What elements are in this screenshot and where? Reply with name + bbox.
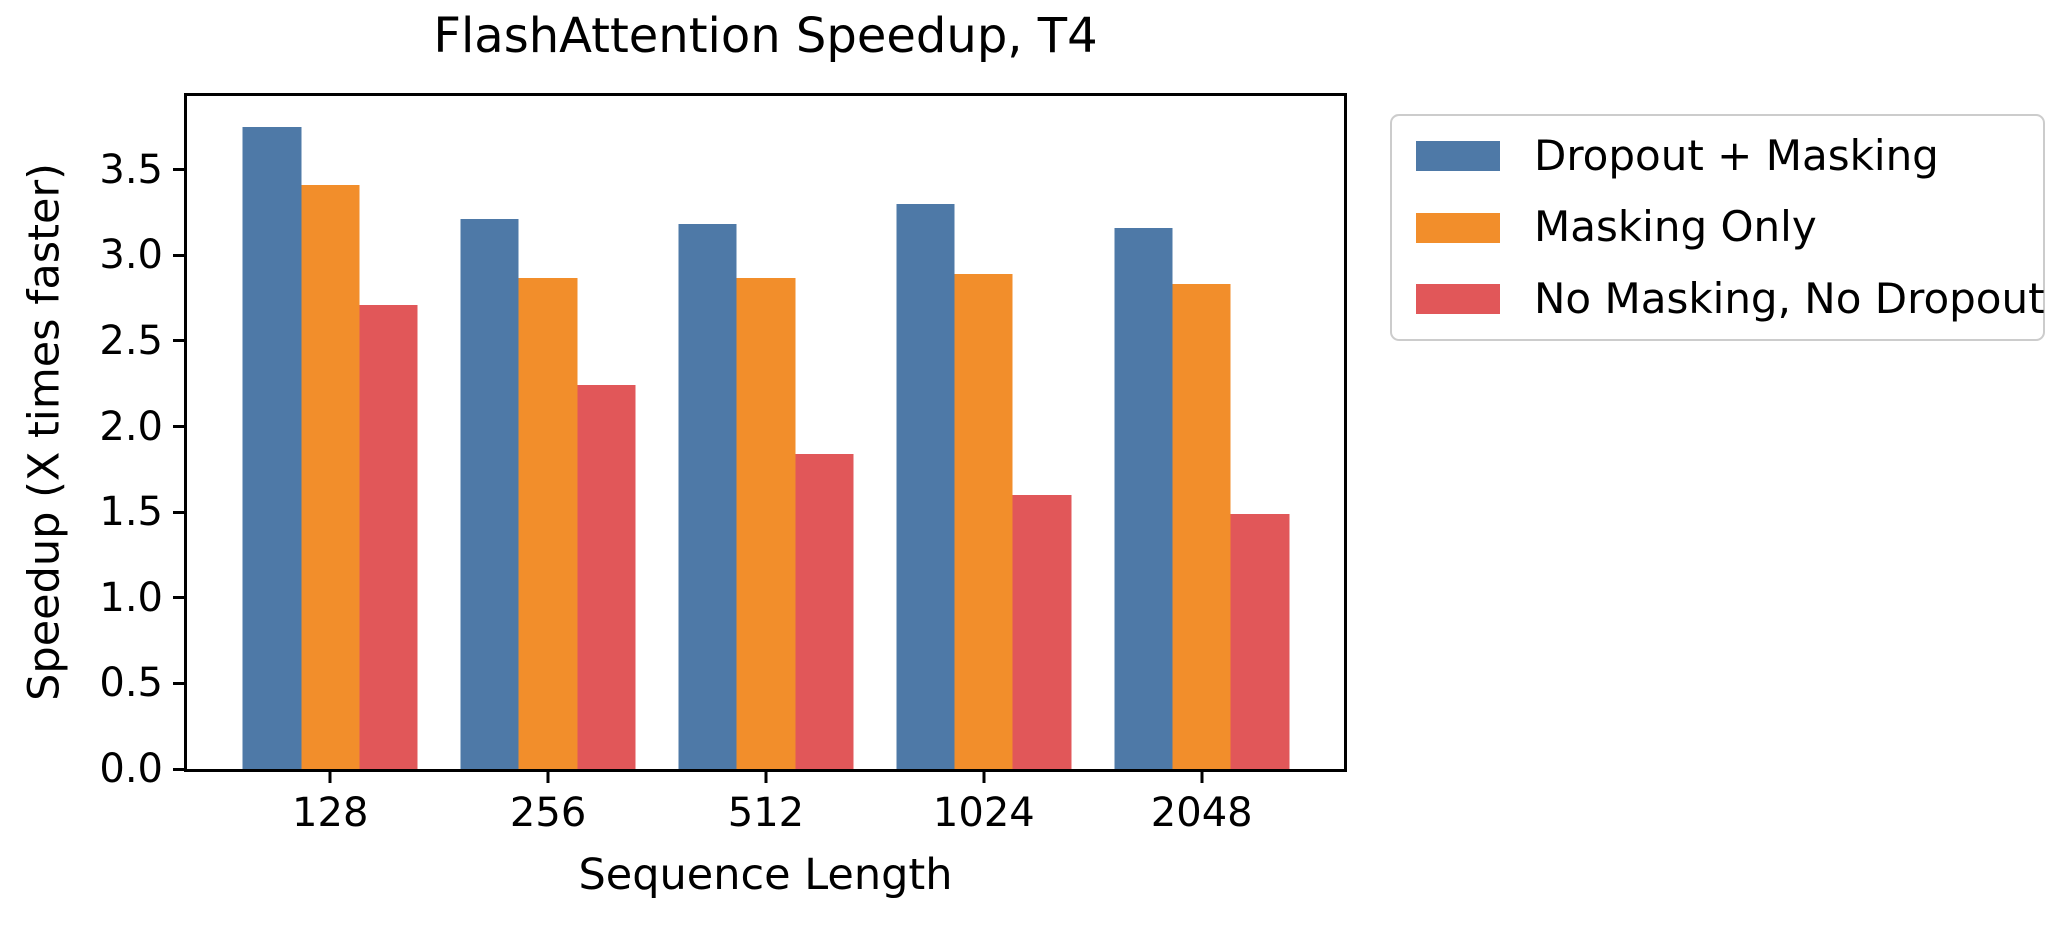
y-tick-label: 1.5 (99, 489, 163, 536)
y-tick-mark (173, 168, 187, 172)
legend-swatch (1416, 141, 1500, 172)
legend-swatch (1416, 212, 1500, 243)
legend-row: No Masking, No Dropout (1416, 275, 2045, 322)
x-axis-label: Sequence Length (578, 850, 953, 900)
legend-row: Masking Only (1416, 204, 2033, 250)
bar (954, 274, 1013, 769)
y-tick-mark (173, 253, 187, 257)
y-tick-mark (173, 510, 187, 514)
plot-area: 0.0 0.5 1.0 1.5 2.0 2.5 3.0 3.5 128 256 512 1024 204… (99, 93, 1347, 833)
bar (1230, 513, 1290, 769)
bar (460, 219, 519, 769)
y-tick-mark (173, 596, 187, 600)
bar-group (896, 96, 1072, 769)
legend-label: No Masking, No Dropout (1534, 273, 2045, 323)
bar (518, 277, 578, 769)
bar (1114, 227, 1173, 769)
bar (678, 224, 737, 769)
x-tick-mark (1200, 769, 1204, 783)
y-tick-label: 2.5 (99, 317, 163, 364)
x-tick-mark (764, 769, 768, 783)
legend-row: Dropout + Masking (1416, 131, 2033, 180)
legend-swatch (1416, 283, 1500, 314)
x-tick-label: 256 (509, 790, 587, 836)
bar (795, 453, 854, 769)
bar (577, 385, 636, 769)
y-tick-label: 2.0 (99, 403, 163, 450)
bar-group (242, 96, 418, 769)
y-tick-mark (173, 425, 187, 429)
legend-label: Masking Only (1534, 202, 1817, 252)
bar (242, 126, 302, 769)
legend: Dropout + Masking Masking Only No Masking,… (1390, 114, 2045, 341)
bar (301, 185, 360, 769)
y-tick-mark (173, 767, 187, 771)
bar (359, 304, 418, 769)
y-tick-label: 3.0 (99, 232, 163, 279)
x-tick-mark (546, 769, 550, 783)
y-axis-label: Speedup (X times faster) (19, 163, 70, 701)
bar (1012, 495, 1072, 769)
y-tick-label: 0.5 (99, 660, 163, 707)
bar (736, 277, 796, 769)
x-tick-label: 2048 (1150, 790, 1253, 836)
chart-title: FlashAttention Speedup, T4 (433, 8, 1098, 64)
y-tick-label: 3.5 (99, 146, 163, 193)
y-tick-label: 0.0 (99, 746, 163, 792)
x-tick-mark (328, 769, 332, 783)
y-tick-mark (173, 681, 187, 685)
bar (896, 203, 955, 769)
bar (1172, 284, 1231, 769)
bar-group (460, 96, 636, 769)
legend-label: Dropout + Masking (1534, 131, 1939, 180)
y-tick-label: 1.0 (99, 574, 163, 621)
x-tick-label: 512 (727, 790, 805, 836)
bar-group (678, 96, 854, 769)
y-tick-mark (173, 339, 187, 343)
x-tick-mark (982, 769, 986, 783)
x-tick-label: 128 (292, 790, 369, 836)
x-tick-label: 1024 (932, 790, 1035, 836)
bar-group (1114, 96, 1290, 769)
